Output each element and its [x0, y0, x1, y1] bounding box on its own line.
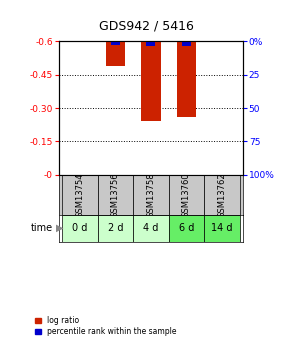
Text: GSM13762: GSM13762	[217, 172, 226, 218]
Text: GSM13754: GSM13754	[75, 172, 84, 218]
Bar	[111, 41, 120, 46]
Text: GSM13756: GSM13756	[111, 172, 120, 218]
Bar	[182, 41, 191, 46]
Bar	[177, 41, 196, 117]
Bar	[204, 215, 240, 242]
Bar	[169, 175, 204, 215]
Bar	[133, 175, 169, 215]
Text: 2 d: 2 d	[108, 223, 123, 233]
Text: GSM13760: GSM13760	[182, 172, 191, 218]
Bar	[169, 215, 204, 242]
Text: time: time	[30, 223, 53, 233]
Text: 6 d: 6 d	[179, 223, 194, 233]
Legend: log ratio, percentile rank within the sample: log ratio, percentile rank within the sa…	[33, 315, 178, 338]
Text: GSM13758: GSM13758	[146, 172, 155, 218]
Bar	[62, 215, 98, 242]
Bar	[146, 41, 155, 46]
Text: 0 d: 0 d	[72, 223, 88, 233]
Text: ▶: ▶	[56, 223, 63, 233]
Text: GDS942 / 5416: GDS942 / 5416	[99, 20, 194, 33]
Text: 4 d: 4 d	[143, 223, 159, 233]
Bar	[133, 215, 169, 242]
Bar	[204, 175, 240, 215]
Bar	[98, 175, 133, 215]
Bar	[106, 41, 125, 66]
Bar	[62, 175, 98, 215]
Bar	[141, 41, 161, 121]
Text: 14 d: 14 d	[211, 223, 233, 233]
Bar	[98, 215, 133, 242]
